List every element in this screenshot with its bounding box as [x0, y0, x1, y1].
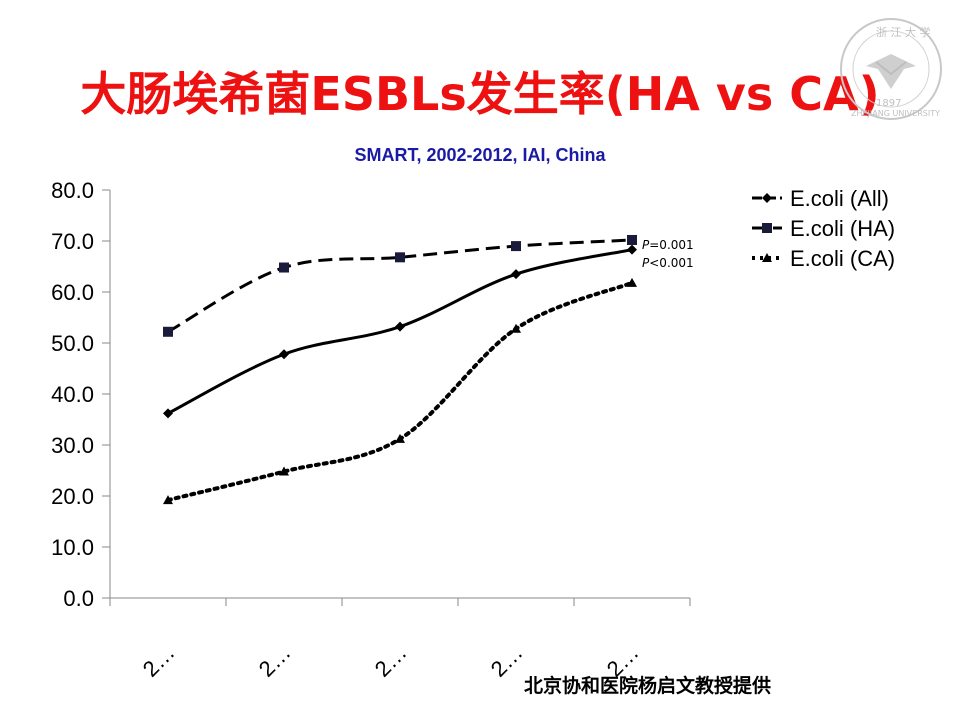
data-point-square — [279, 262, 289, 273]
legend-marker-square — [762, 223, 772, 233]
data-point-diamond — [279, 349, 289, 360]
y-tick-label: 30.0 — [51, 433, 94, 458]
legend-entry-label: E.coli (CA) — [790, 246, 895, 271]
series-line-1 — [167, 238, 633, 334]
data-point-square — [511, 241, 521, 252]
slide-title: 大肠埃希菌ESBLs发生率(HA vs CA) — [80, 67, 880, 121]
legend-marker-triangle — [762, 253, 772, 262]
svg-text:1897: 1897 — [876, 98, 901, 109]
x-tick-label: 2… — [370, 640, 412, 682]
data-point-square — [395, 252, 405, 263]
legend-entry-label: E.coli (All) — [790, 186, 889, 211]
chart-axes — [109, 190, 690, 599]
data-point-diamond — [395, 321, 405, 332]
y-tick-label: 0.0 — [63, 586, 94, 611]
data-point-triangle — [627, 277, 637, 287]
y-tick-label: 60.0 — [51, 280, 94, 305]
x-tick-label: 2… — [254, 640, 296, 682]
p-value-label: P=0.001 — [642, 238, 694, 252]
data-point-square — [627, 234, 637, 245]
y-tick-label: 20.0 — [51, 484, 94, 509]
data-point-square — [163, 326, 173, 337]
svg-text:浙 江 大 学: 浙 江 大 学 — [876, 25, 931, 39]
legend-marker-diamond — [762, 193, 772, 203]
series-line-2 — [166, 280, 634, 503]
y-tick-label: 40.0 — [51, 382, 94, 407]
chart-subtitle: SMART, 2002-2012, IAI, China — [354, 145, 606, 165]
series-markers — [163, 234, 637, 505]
series-lines — [166, 238, 634, 503]
p-value-label: P<0.001 — [642, 256, 694, 270]
data-point-diamond — [163, 408, 173, 419]
data-point-triangle — [163, 495, 173, 505]
svg-text:ZHEJIANG UNIVERSITY: ZHEJIANG UNIVERSITY — [851, 109, 940, 118]
y-tick-label: 70.0 — [51, 229, 94, 254]
y-tick-label: 80.0 — [51, 178, 94, 203]
y-tick-label: 50.0 — [51, 331, 94, 356]
x-axis-ticks: 2… 2… 2… 2… 2… — [109, 598, 691, 682]
legend-entry-label: E.coli (HA) — [790, 216, 895, 241]
credit-text: 北京协和医院杨启文教授提供 — [524, 675, 772, 697]
data-point-triangle — [279, 466, 289, 476]
legend: E.coli (All) E.coli (HA) E.coli (CA) — [752, 186, 895, 271]
p-value-annotations: P=0.001 P<0.001 — [642, 238, 694, 270]
data-point-triangle — [511, 323, 521, 333]
x-tick-label: 2… — [486, 640, 528, 682]
data-point-diamond — [627, 244, 637, 255]
y-tick-label: 10.0 — [51, 535, 94, 560]
x-tick-label: 2… — [138, 640, 180, 682]
university-seal-icon: 浙 江 大 学 1897 ZHEJIANG UNIVERSITY — [836, 14, 946, 124]
data-point-triangle — [395, 433, 405, 443]
data-point-diamond — [511, 269, 521, 280]
y-axis-ticks: 0.0 10.0 20.0 30.0 40.0 50.0 60.0 70.0 80.0 — [51, 178, 110, 611]
